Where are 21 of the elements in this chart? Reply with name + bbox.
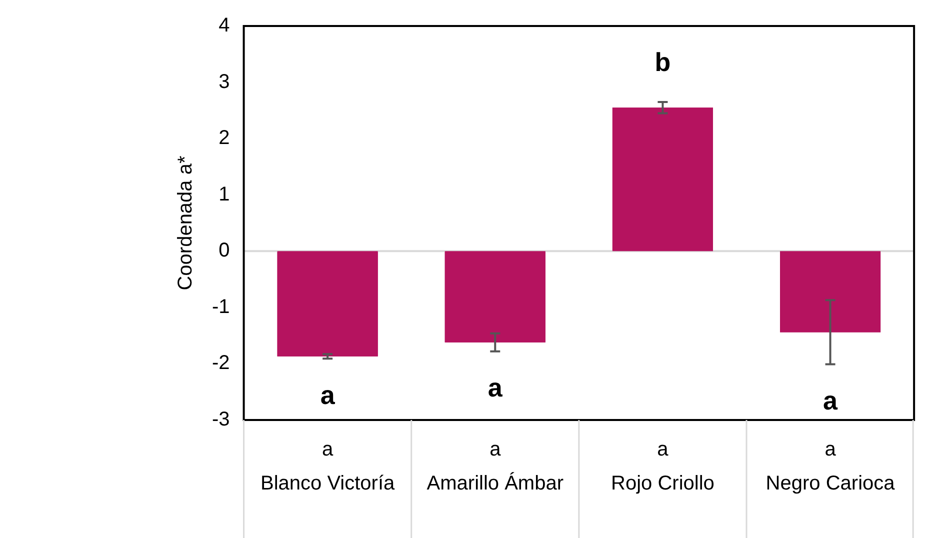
x-tick-label: Negro Carioca [766, 472, 896, 495]
x-tick-label: Blanco Victoría [260, 472, 396, 495]
x-tick-label: Amarillo Ámbar [426, 472, 564, 495]
annotation: a [823, 385, 838, 416]
y-tick-label: -1 [212, 296, 230, 318]
annotation: b [654, 47, 671, 78]
annotation: a [488, 372, 503, 403]
y-tick-label: 1 [218, 183, 230, 206]
y-tick-label: 4 [218, 14, 230, 37]
y-tick-label: 3 [218, 70, 230, 93]
y-axis-title: Coordenada a* [174, 156, 197, 290]
text: a [322, 438, 334, 461]
x-tick-label: Rojo Criollo [611, 472, 714, 495]
annotation: a [320, 380, 336, 410]
y-tick-label: 2 [218, 127, 230, 150]
y-tick-label: -3 [212, 408, 230, 431]
y-tick-label: 0 [218, 240, 230, 262]
text: a [490, 438, 502, 461]
text: a [657, 438, 670, 461]
text: a [824, 438, 837, 461]
y-tick-label: -2 [212, 352, 230, 374]
